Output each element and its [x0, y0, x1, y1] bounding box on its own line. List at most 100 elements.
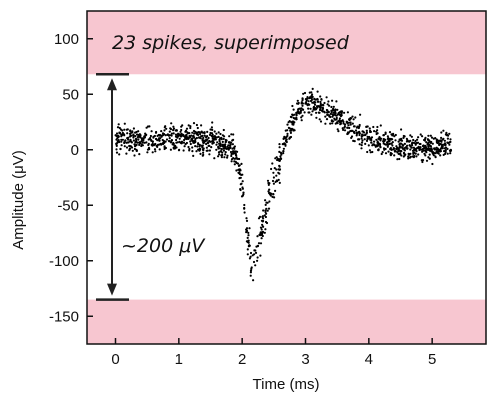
- data-point: [199, 132, 202, 136]
- data-point: [347, 124, 350, 127]
- data-point: [449, 148, 452, 151]
- data-point: [278, 143, 281, 146]
- data-point: [439, 154, 442, 157]
- data-point: [316, 90, 319, 93]
- data-point: [448, 132, 451, 135]
- data-point: [376, 132, 379, 135]
- data-point: [360, 147, 363, 150]
- data-point: [205, 146, 208, 149]
- data-point: [206, 130, 209, 133]
- data-point: [264, 215, 267, 219]
- data-point: [343, 129, 347, 132]
- data-point: [210, 126, 213, 129]
- data-point: [200, 130, 203, 133]
- data-point: [326, 113, 329, 116]
- data-point: [132, 139, 135, 142]
- data-point: [424, 154, 427, 157]
- data-point: [415, 155, 418, 158]
- data-point: [250, 267, 253, 270]
- data-point: [364, 133, 367, 136]
- data-point: [365, 125, 368, 128]
- data-point: [274, 180, 277, 183]
- data-point: [331, 115, 334, 118]
- data-point: [245, 240, 248, 243]
- data-point: [163, 126, 166, 129]
- data-point: [393, 150, 396, 153]
- data-point: [204, 140, 207, 143]
- data-point: [354, 129, 358, 132]
- data-point: [217, 131, 220, 134]
- data-point: [320, 104, 323, 107]
- data-point: [230, 154, 233, 158]
- data-point: [278, 172, 281, 175]
- data-point: [440, 131, 443, 134]
- data-point: [341, 119, 344, 122]
- x-tick-label: 2: [238, 351, 246, 368]
- data-point: [437, 152, 440, 155]
- data-point: [188, 132, 191, 135]
- data-point: [431, 142, 434, 145]
- data-point: [187, 137, 190, 140]
- data-point: [144, 132, 147, 135]
- data-point: [138, 153, 141, 156]
- data-point: [153, 148, 157, 151]
- data-point: [285, 140, 288, 144]
- data-point: [221, 140, 224, 143]
- data-point: [431, 162, 434, 166]
- data-point: [206, 149, 209, 152]
- data-point: [368, 149, 371, 152]
- data-point: [238, 172, 241, 175]
- data-point: [295, 118, 298, 121]
- data-point: [235, 154, 238, 157]
- data-point: [259, 226, 263, 229]
- data-point: [215, 143, 218, 146]
- data-point: [386, 135, 389, 138]
- data-point: [326, 103, 329, 106]
- data-point: [313, 106, 317, 110]
- data-point: [293, 121, 296, 124]
- shaded-band-2: [87, 299, 486, 344]
- data-point: [308, 97, 311, 100]
- data-point: [238, 177, 241, 180]
- data-point: [434, 156, 437, 159]
- data-point: [212, 140, 215, 143]
- data-point: [278, 164, 281, 167]
- data-point: [419, 142, 422, 146]
- data-point: [134, 135, 137, 138]
- data-point: [265, 221, 269, 225]
- data-point: [337, 130, 340, 133]
- data-point: [178, 148, 181, 151]
- data-point: [438, 150, 442, 153]
- data-point: [316, 100, 319, 103]
- data-point: [131, 149, 134, 152]
- data-point: [401, 143, 404, 146]
- data-point: [317, 111, 320, 114]
- data-point: [227, 148, 230, 151]
- data-point: [329, 115, 332, 119]
- data-point: [290, 129, 293, 132]
- data-point: [234, 152, 237, 155]
- data-point: [358, 130, 361, 133]
- data-point: [192, 135, 195, 138]
- data-point: [335, 121, 339, 124]
- data-point: [198, 149, 201, 152]
- data-point: [313, 103, 317, 106]
- data-point: [267, 183, 270, 186]
- data-point: [402, 155, 405, 158]
- data-point: [370, 136, 374, 139]
- data-point: [161, 142, 164, 145]
- data-point: [444, 146, 448, 149]
- data-point: [444, 149, 447, 152]
- data-point: [325, 111, 329, 114]
- data-point: [263, 214, 266, 217]
- data-point: [410, 135, 413, 138]
- data-point: [245, 231, 248, 234]
- data-point: [158, 134, 161, 137]
- data-point: [187, 145, 190, 149]
- data-point: [286, 132, 289, 135]
- data-point: [264, 210, 267, 214]
- data-point: [430, 150, 433, 153]
- data-point: [190, 137, 193, 140]
- data-point: [350, 129, 353, 132]
- data-point: [272, 176, 275, 179]
